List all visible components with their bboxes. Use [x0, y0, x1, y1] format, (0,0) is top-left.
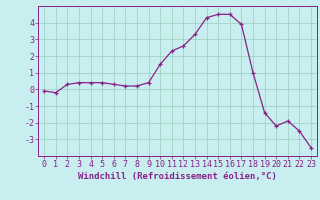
X-axis label: Windchill (Refroidissement éolien,°C): Windchill (Refroidissement éolien,°C)	[78, 172, 277, 181]
